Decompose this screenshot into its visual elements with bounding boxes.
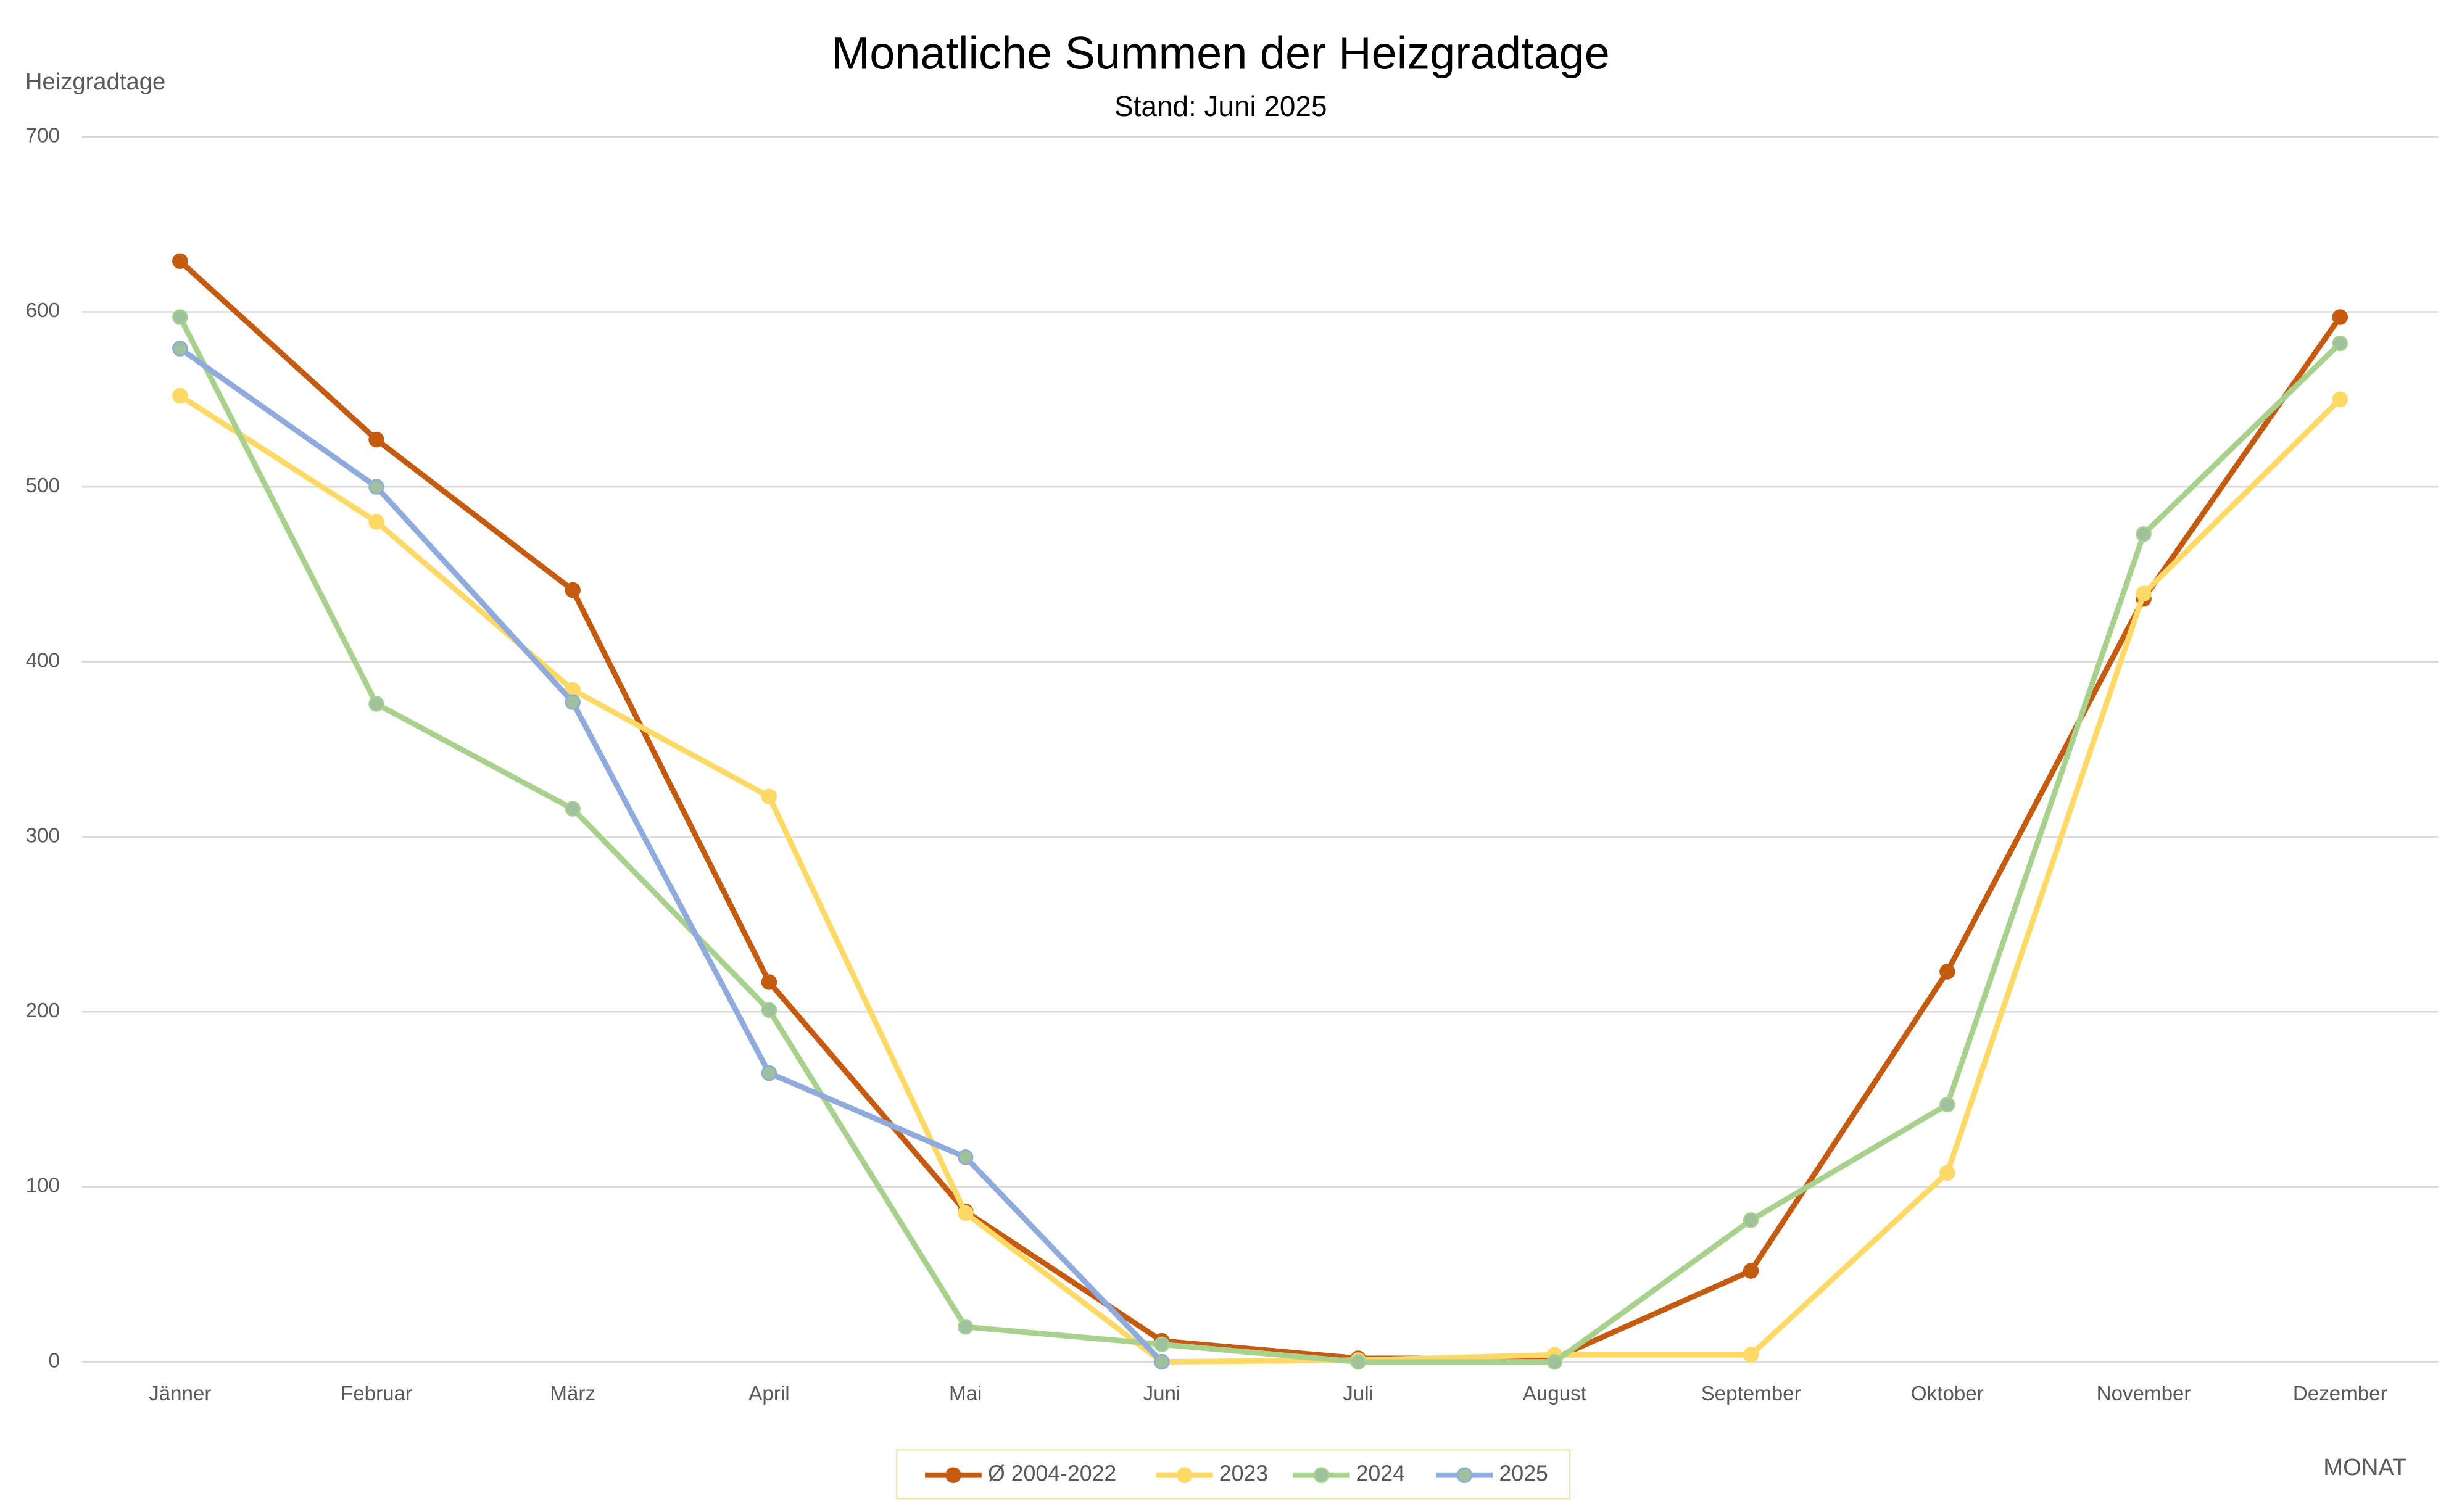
data-point [957, 1319, 974, 1335]
series-line [177, 315, 2342, 1365]
chart-title: Monatliche Summen der Heizgradtage [832, 27, 1610, 78]
legend-marker [1176, 1467, 1193, 1483]
data-point [565, 801, 581, 817]
x-tick-label: Mai [949, 1382, 982, 1405]
data-point [565, 582, 581, 598]
x-tick-label: Februar [341, 1382, 412, 1405]
x-tick-label: Dezember [2293, 1382, 2387, 1405]
data-point [1743, 1212, 1759, 1228]
data-point [1939, 964, 1955, 980]
data-point [761, 788, 777, 805]
data-point [2332, 391, 2348, 408]
data-point [565, 694, 581, 710]
x-tick-label: Jänner [149, 1382, 211, 1405]
data-point [172, 253, 188, 269]
data-point [172, 387, 188, 404]
y-tick-label: 100 [26, 1175, 60, 1197]
x-tick-label: März [550, 1382, 595, 1405]
legend-label: 2023 [1219, 1461, 1268, 1486]
data-point [2136, 585, 2152, 601]
data-point [172, 341, 188, 357]
x-tick-label: Juli [1343, 1382, 1374, 1405]
data-point [368, 514, 384, 530]
data-point [1743, 1347, 1759, 1363]
x-tick-label: Juni [1143, 1382, 1181, 1405]
series-line [178, 258, 2342, 1361]
data-point [1546, 1353, 1563, 1370]
series-line [178, 346, 1164, 1364]
data-point [761, 1065, 777, 1081]
y-tick-label: 0 [49, 1349, 60, 1372]
series-line [178, 393, 2342, 1365]
legend-label: 2024 [1356, 1461, 1405, 1486]
data-point [2332, 335, 2348, 352]
data-point [1350, 1353, 1366, 1370]
data-point [761, 974, 777, 990]
data-point [957, 1149, 974, 1165]
legend-label: Ø 2004-2022 [988, 1461, 1116, 1486]
x-tick-label: September [1701, 1382, 1801, 1405]
data-point [1939, 1096, 1955, 1113]
legend-label: 2025 [1499, 1461, 1548, 1486]
data-point [957, 1205, 974, 1221]
data-point [1154, 1336, 1170, 1353]
y-axis-label: Heizgradtage [25, 68, 165, 95]
legend-box [895, 1449, 1571, 1500]
data-point [368, 696, 384, 712]
y-tick-label: 200 [26, 999, 60, 1022]
x-tick-label: August [1523, 1382, 1586, 1405]
y-tick-label: 300 [26, 824, 60, 847]
data-point [761, 1002, 777, 1018]
data-point [368, 479, 384, 495]
data-point [172, 309, 188, 325]
legend-marker [1313, 1467, 1330, 1483]
data-point [1154, 1353, 1170, 1370]
data-point [1939, 1165, 1955, 1181]
legend-marker [1456, 1467, 1473, 1483]
data-point [1743, 1263, 1759, 1279]
y-tick-label: 500 [26, 474, 60, 497]
data-point [2136, 526, 2152, 542]
y-tick-label: 400 [26, 650, 60, 672]
chart-subtitle: Stand: Juni 2025 [1114, 90, 1327, 122]
x-axis-label: MONAT [2323, 1454, 2406, 1481]
y-tick-label: 600 [26, 299, 60, 322]
x-tick-label: Oktober [1911, 1382, 1984, 1405]
legend-marker [945, 1467, 961, 1483]
x-tick-label: November [2097, 1382, 2191, 1405]
data-point [368, 431, 384, 448]
data-point [2332, 309, 2348, 325]
x-tick-label: April [748, 1382, 789, 1405]
y-tick-label: 700 [26, 125, 60, 147]
